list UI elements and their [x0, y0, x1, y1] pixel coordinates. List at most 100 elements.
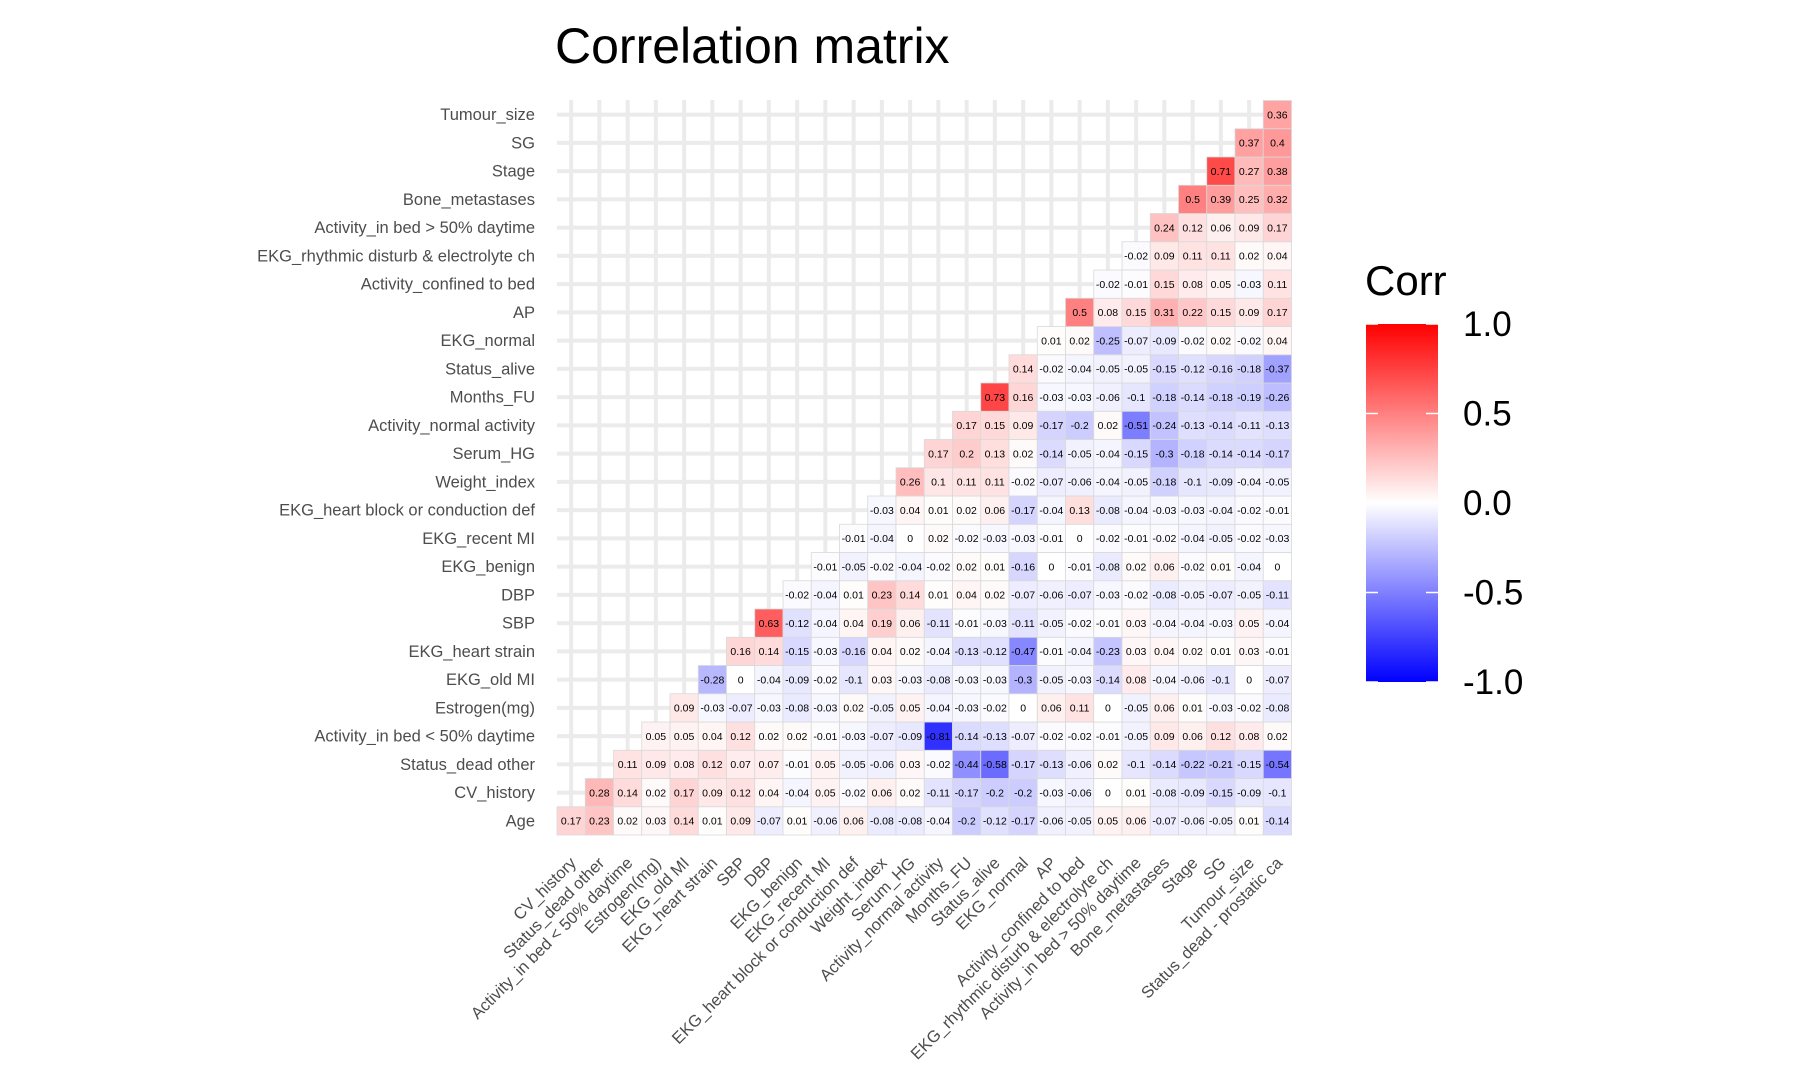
cell-value-label: -0.16 [1011, 561, 1035, 573]
cell-value-label: 0.04 [1267, 335, 1288, 347]
y-axis-label: EKG_old MI [446, 671, 535, 689]
heatmap-cell [895, 721, 925, 751]
heatmap-cell [839, 721, 869, 751]
cell-value-label: 0.12 [730, 731, 751, 743]
cell-value-label: -0.25 [1096, 335, 1120, 347]
cell-value-label: -0.3 [1155, 448, 1173, 460]
heatmap-cell [1121, 608, 1151, 638]
heatmap-cell [1008, 552, 1038, 582]
cell-value-label: -0.02 [1011, 477, 1035, 489]
cell-value-label: 0.01 [928, 590, 949, 602]
cell-value-label: -0.14 [1209, 420, 1233, 432]
y-axis-label: AP [513, 304, 535, 322]
cell-value-label: 0.06 [843, 816, 864, 828]
y-axis-label: Weight_index [435, 473, 535, 491]
heatmap-cell [1093, 778, 1123, 808]
heatmap-cell [782, 580, 812, 610]
cell-value-label: 0.01 [928, 505, 949, 517]
cell-value-label: -0.04 [1096, 448, 1120, 460]
heatmap-cell [613, 749, 643, 779]
cell-value-label: -0.05 [1209, 533, 1233, 545]
heatmap-cell [754, 806, 784, 836]
cell-value-label: -0.14 [1181, 392, 1205, 404]
heatmap-cell [895, 778, 925, 808]
cell-value-label: 0.22 [1182, 307, 1203, 319]
y-axis-label: Activity_normal activity [368, 417, 536, 435]
cell-value-label: -0.2 [958, 816, 976, 828]
heatmap-cell [1008, 778, 1038, 808]
heatmap-cell [1234, 749, 1264, 779]
cell-value-label: -0.09 [1237, 787, 1261, 799]
cell-value-label: -0.02 [870, 561, 894, 573]
heatmap-cell [1234, 608, 1264, 638]
cell-value-label: -0.03 [955, 703, 979, 715]
cell-value-label: 0.02 [1069, 335, 1090, 347]
legend-tick-label: 0.0 [1463, 484, 1512, 523]
cell-value-label: -0.51 [1124, 420, 1148, 432]
y-axis-labels: Age CV_history Status_dead other Activity_i… [257, 106, 536, 830]
cell-value-label: 0.04 [759, 787, 780, 799]
cell-value-label: -0.08 [1096, 505, 1120, 517]
heatmap-cell [952, 523, 982, 553]
cell-value-label: -0.05 [1068, 816, 1092, 828]
cell-value-label: -0.06 [1039, 590, 1063, 602]
cell-value-label: -0.01 [1039, 646, 1063, 658]
cell-value-label: 0.11 [1070, 703, 1090, 715]
cell-value-label: -0.17 [1039, 420, 1063, 432]
cell-value-label: -0.05 [1124, 364, 1148, 376]
heatmap-cell [1178, 806, 1208, 836]
cell-value-label: -0.16 [1209, 364, 1233, 376]
heatmap-cell [1121, 326, 1151, 356]
heatmap-cell [952, 665, 982, 695]
cell-value-label: 0.01 [1211, 646, 1232, 658]
cell-value-label: 0.36 [1267, 109, 1288, 121]
cell-value-label: 0.05 [646, 731, 667, 743]
cell-value-label: -0.03 [983, 618, 1007, 630]
heatmap-cell [1065, 721, 1095, 751]
cell-value-label: -0.47 [1011, 646, 1035, 658]
cell-value-label: 0.02 [617, 816, 638, 828]
cell-value-label: -0.02 [1096, 533, 1120, 545]
heatmap-cell [1093, 749, 1123, 779]
cell-value-label: -0.04 [1237, 561, 1261, 573]
cell-value-label: -0.06 [870, 759, 894, 771]
heatmap-cell [839, 778, 869, 808]
heatmap-cell [754, 778, 784, 808]
heatmap-cell [923, 467, 953, 497]
cell-value-label: -0.03 [1152, 505, 1176, 517]
cell-value-label: 0.09 [674, 703, 695, 715]
cell-value-label: -0.05 [1209, 816, 1233, 828]
cell-value-label: -0.18 [1209, 392, 1233, 404]
heatmap-cell [1178, 608, 1208, 638]
cell-value-label: -0.13 [983, 731, 1007, 743]
x-axis-label: SBP [713, 854, 749, 890]
cell-value-label: 0.04 [1267, 251, 1288, 263]
heatmap-cell [1262, 806, 1292, 836]
heatmap-cell [1036, 778, 1066, 808]
cell-value-label: 0.71 [1211, 166, 1232, 178]
heatmap-cell [1008, 439, 1038, 469]
cell-value-label: -0.06 [1181, 674, 1205, 686]
cell-value-label: 0.09 [702, 787, 723, 799]
cell-value-label: 0.14 [674, 816, 695, 828]
heatmap-cell [867, 721, 897, 751]
y-axis-label: Tumour_size [440, 106, 535, 124]
cell-value-label: 0.06 [1154, 703, 1175, 715]
cell-value-label: -0.05 [1181, 590, 1205, 602]
cell-value-label: 0.06 [1126, 816, 1147, 828]
cell-value-label: 0.08 [1239, 731, 1260, 743]
heatmap-cell [980, 495, 1010, 525]
heatmap-cell [1149, 778, 1179, 808]
cell-value-label: 0.05 [674, 731, 695, 743]
cell-value-label: 0.05 [1239, 618, 1260, 630]
cell-value-label: 0.02 [956, 505, 977, 517]
cell-value-label: 0.09 [730, 816, 751, 828]
cell-value-label: 0.31 [1154, 307, 1175, 319]
heatmap-cell [1262, 241, 1292, 271]
heatmap-cell [923, 749, 953, 779]
heatmap-cell [980, 778, 1010, 808]
heatmap-cell [1149, 806, 1179, 836]
heatmap-cell [1036, 326, 1066, 356]
y-axis-label: Activity_in bed < 50% daytime [314, 728, 535, 746]
cell-value-label: -0.04 [898, 561, 922, 573]
